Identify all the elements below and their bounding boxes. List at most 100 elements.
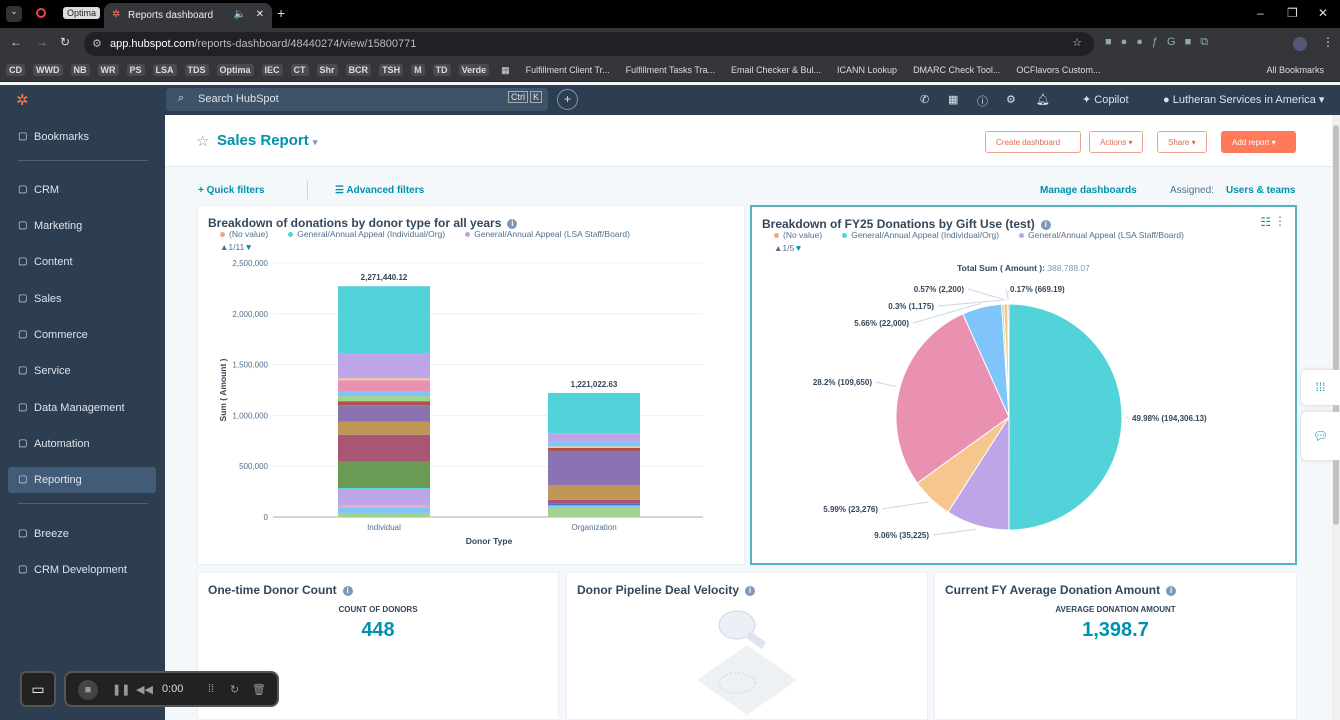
bookmark-item[interactable]: Verde: [458, 64, 490, 76]
bookmark-link[interactable]: DMARC Check Tool...: [913, 65, 1001, 75]
notifications-icon[interactable]: 🔔︎: [1036, 94, 1050, 106]
sidebar-item-automation[interactable]: ▢ Automation: [8, 431, 156, 457]
quick-filters-button[interactable]: + Quick filters: [198, 185, 265, 196]
legend-item[interactable]: General/Annual Appeal (LSA Staff/Board): [465, 229, 640, 239]
legend-item[interactable]: General/Annual Appeal (LSA Staff/Board): [1019, 230, 1194, 240]
marketplace-icon[interactable]: ▦: [948, 94, 959, 106]
bookmark-link[interactable]: Fulfillment Client Tr...: [525, 65, 610, 75]
sidebar-item-breeze[interactable]: ▢ Breeze: [8, 521, 156, 547]
search-input[interactable]: ⌕ Search HubSpot Ctrl K: [166, 88, 548, 111]
bookmark-link[interactable]: Email Checker & Bul...: [731, 65, 822, 75]
bookmark-item[interactable]: IEC: [261, 64, 283, 76]
bookmark-link[interactable]: OCFlavors Custom...: [1016, 65, 1101, 75]
pause-button[interactable]: ❚❚: [112, 684, 131, 696]
card-title[interactable]: One-time Donor Count i: [208, 583, 353, 597]
tab-group-label[interactable]: Optima: [63, 7, 101, 19]
extensions-icons[interactable]: ■●●ƒG■⧉: [1105, 36, 1218, 48]
sidebar-item-sales[interactable]: ▢ Sales: [8, 286, 156, 312]
manage-dashboards-link[interactable]: Manage dashboards: [1040, 185, 1137, 196]
bookmark-item[interactable]: Optima: [216, 64, 254, 76]
restart-icon[interactable]: ↻: [230, 684, 240, 696]
filter-settings-icon[interactable]: ☷: [1260, 215, 1271, 229]
rewind-button[interactable]: ◀◀: [136, 684, 153, 696]
settings-icon[interactable]: ⚙: [1006, 94, 1016, 106]
info-icon[interactable]: i: [1166, 586, 1177, 596]
tab-reports-dashboard[interactable]: ✲ Reports dashboard 🔈 ✕: [104, 3, 272, 28]
bookmark-item[interactable]: WR: [97, 64, 119, 76]
bookmark-item[interactable]: TSH: [379, 64, 404, 76]
audio-icon[interactable]: 🔈: [233, 9, 246, 20]
legend-item[interactable]: (No value): [774, 230, 832, 240]
card-title[interactable]: Breakdown of donations by donor type for…: [208, 216, 518, 230]
share-button[interactable]: Share ▾: [1157, 131, 1207, 153]
legend-pager[interactable]: ▲1/5▼: [774, 243, 803, 253]
bookmark-star-icon[interactable]: ☆: [1072, 37, 1082, 49]
card-title[interactable]: Breakdown of FY25 Donations by Gift Use …: [762, 217, 1051, 231]
sidebar-item-marketing[interactable]: ▢ Marketing: [8, 213, 156, 239]
info-icon[interactable]: i: [342, 586, 353, 596]
more-options-icon[interactable]: ⋮: [1274, 214, 1286, 228]
bookmark-item[interactable]: CD: [6, 64, 25, 76]
bookmark-link[interactable]: Fulfillment Tasks Tra...: [625, 65, 715, 75]
help-icon[interactable]: ⓘ: [977, 96, 988, 108]
delete-icon[interactable]: 🗑︎: [252, 684, 266, 696]
close-tab-icon[interactable]: ✕: [255, 9, 264, 20]
legend-pager[interactable]: ▲1/11▼: [220, 242, 253, 252]
sidebar-item-crm-development[interactable]: ▢ CRM Development: [8, 557, 156, 583]
bookmark-item[interactable]: BCR: [345, 64, 372, 76]
calling-icon[interactable]: ✆: [920, 94, 930, 106]
record-icon[interactable]: [36, 8, 46, 18]
sidebar-item-commerce[interactable]: ▢ Commerce: [8, 322, 156, 348]
bookmark-link[interactable]: ICANN Lookup: [837, 65, 898, 75]
tab-search-icon[interactable]: ⌄: [6, 6, 22, 22]
sidebar-item-reporting[interactable]: ▢ Reporting: [8, 467, 156, 493]
sidebar-item-bookmarks[interactable]: ▢ Bookmarks: [8, 124, 156, 150]
grid-icon[interactable]: ⁞⁞: [208, 683, 215, 695]
advanced-filters-button[interactable]: ☰ Advanced filters: [335, 185, 425, 196]
bookmark-item[interactable]: PS: [126, 64, 145, 76]
info-icon[interactable]: i: [507, 219, 518, 229]
legend-item[interactable]: General/Annual Appeal (Individual/Org): [288, 229, 455, 239]
bookmark-item[interactable]: TD: [432, 64, 451, 76]
camera-toggle-button[interactable]: ▭: [20, 671, 56, 707]
bookmark-item[interactable]: Shr: [316, 64, 338, 76]
assigned-users-link[interactable]: Users & teams: [1226, 185, 1296, 196]
profile-avatar[interactable]: [1293, 37, 1307, 51]
card-title[interactable]: Donor Pipeline Deal Velocity i: [577, 583, 756, 597]
account-menu[interactable]: ● Lutheran Services in America ▾: [1163, 94, 1325, 106]
add-report-button[interactable]: Add report ▾: [1221, 131, 1296, 153]
dashboard-title[interactable]: Sales Report ▾: [217, 132, 318, 149]
restore-icon[interactable]: ❐: [1287, 6, 1298, 20]
bookmark-item[interactable]: TDS: [184, 64, 209, 76]
apps-icon[interactable]: ▦: [501, 65, 510, 75]
legend-item[interactable]: (No value): [220, 229, 278, 239]
back-icon[interactable]: ←: [10, 35, 22, 49]
legend-item[interactable]: General/Annual Appeal (Individual/Org): [842, 230, 1009, 240]
side-panel-chat-button[interactable]: 💬︎: [1301, 412, 1340, 460]
sidebar-item-data-management[interactable]: ▢ Data Management: [8, 395, 156, 421]
reload-icon[interactable]: ↻: [60, 35, 71, 49]
forward-icon[interactable]: →: [36, 35, 48, 49]
card-title[interactable]: Current FY Average Donation Amount i: [945, 583, 1177, 597]
sidebar-item-crm[interactable]: ▢ CRM: [8, 177, 156, 203]
favorite-star-icon[interactable]: ☆: [196, 133, 210, 150]
info-icon[interactable]: i: [745, 586, 756, 596]
bookmark-item[interactable]: LSA: [152, 64, 177, 76]
actions-button[interactable]: Actions ▾: [1089, 131, 1144, 153]
create-dashboard-button[interactable]: Create dashboard: [985, 131, 1081, 153]
bookmark-item[interactable]: WWD: [33, 64, 63, 76]
copilot-button[interactable]: ✦ Copilot: [1082, 94, 1129, 106]
hubspot-logo[interactable]: ✲: [16, 92, 29, 109]
close-window-icon[interactable]: ✕: [1318, 6, 1329, 20]
sidebar-item-service[interactable]: ▢ Service: [8, 358, 156, 384]
bookmark-item[interactable]: NB: [70, 64, 90, 76]
new-tab-icon[interactable]: +: [277, 5, 286, 21]
url-field[interactable]: ⚙ app.hubspot.com/reports-dashboard/48440…: [84, 32, 1094, 56]
sidebar-item-content[interactable]: ▢ Content: [8, 249, 156, 275]
browser-menu-icon[interactable]: ⋮: [1322, 35, 1334, 49]
site-info-icon[interactable]: ⚙: [92, 38, 102, 50]
side-panel-apps-button[interactable]: ⁞⁞⁞: [1301, 370, 1340, 405]
info-icon[interactable]: i: [1040, 220, 1051, 230]
bookmark-item[interactable]: CT: [290, 64, 309, 76]
all-bookmarks[interactable]: All Bookmarks: [1266, 65, 1324, 75]
